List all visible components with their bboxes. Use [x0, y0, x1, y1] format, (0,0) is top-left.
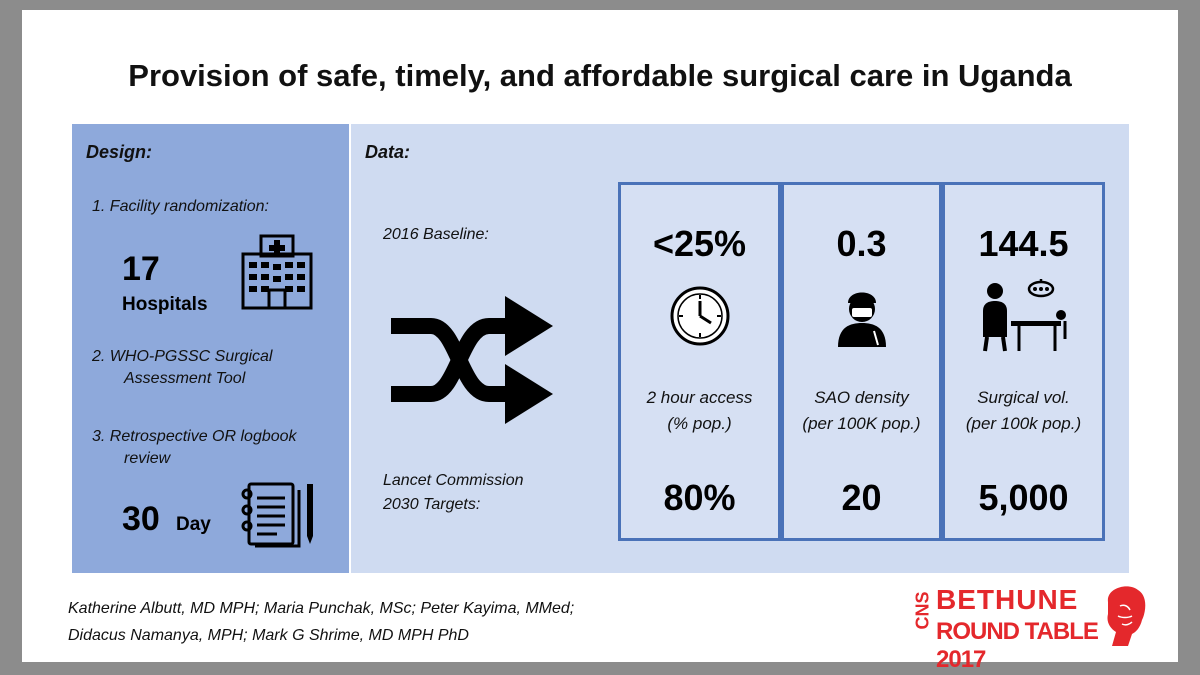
design-item-2-line1: 2. WHO-PGSSC Surgical — [92, 348, 273, 365]
metric-baseline: <25% — [652, 223, 747, 264]
logo-side-text: CNS — [912, 591, 933, 630]
metric-baseline: 144.5 — [978, 223, 1069, 264]
days-label: Day — [176, 514, 211, 535]
metric-label-line1: Surgical vol. — [977, 388, 1070, 407]
metric-box-sao: 0.3 SAO density (per 100K pop.) 20 — [781, 182, 942, 541]
targets-label-line1: Lancet Commission — [383, 472, 524, 489]
bethune-portrait-icon — [1107, 586, 1146, 646]
shuffle-icon — [391, 296, 553, 424]
logbook-icon — [241, 482, 313, 548]
clock-icon — [670, 286, 730, 346]
design-item-1: 1. Facility randomization: — [92, 198, 269, 215]
logo-line1: BETHUNE — [936, 584, 1079, 615]
metric-target: 20 — [841, 477, 882, 518]
metric-label-line2: (per 100K pop.) — [802, 414, 921, 433]
baseline-label: 2016 Baseline: — [383, 226, 489, 243]
surgeon-icon — [838, 292, 886, 347]
targets-label-line2: 2030 Targets: — [383, 496, 481, 513]
data-panel: Data: 2016 Baseline: Lancet Commission 2… — [351, 124, 1129, 573]
author-line-1: Katherine Albutt, MD MPH; Maria Punchak,… — [68, 600, 575, 617]
design-heading: Design: — [86, 142, 153, 162]
logo-line2: ROUND TABLE 2017 — [936, 618, 1099, 673]
bethune-round-table-logo: CNS BETHUNE ROUND TABLE 2017 — [898, 582, 1148, 673]
metric-label-line1: 2 hour access — [646, 388, 753, 407]
metric-label-line2: (per 100k pop.) — [965, 414, 1082, 433]
design-item-3-line2: review — [124, 450, 171, 467]
author-line-2: Didacus Namanya, MPH; Mark G Shrime, MD … — [68, 627, 469, 644]
data-heading: Data: — [365, 142, 411, 162]
metric-box-volume: 144.5 Surgical vol. (per 100k pop.) 5, — [942, 182, 1105, 541]
metric-target: 5,000 — [978, 477, 1069, 518]
days-count: 30 — [122, 500, 160, 538]
metric-target: 80% — [663, 477, 736, 518]
metric-baseline: 0.3 — [836, 223, 887, 264]
slide-title: Provision of safe, timely, and affordabl… — [128, 58, 1072, 93]
design-item-3-line1: 3. Retrospective OR logbook — [92, 428, 297, 445]
hospitals-count: 17 — [122, 250, 160, 288]
slide: Provision of safe, timely, and affordabl… — [22, 10, 1178, 673]
hospital-icon — [241, 234, 313, 310]
hospitals-label: Hospitals — [122, 294, 208, 315]
operating-room-icon — [983, 279, 1067, 352]
author-list: Katherine Albutt, MD MPH; Maria Punchak,… — [68, 595, 574, 649]
metric-label-line2: (% pop.) — [667, 414, 732, 433]
design-item-2-line2: Assessment Tool — [124, 370, 246, 387]
metric-label-line1: SAO density — [814, 388, 909, 407]
design-panel: Design: 1. Facility randomization: 17 Ho… — [72, 124, 349, 573]
metric-box-access: <25% 2 hour access (% pop.) 80% — [618, 182, 781, 541]
